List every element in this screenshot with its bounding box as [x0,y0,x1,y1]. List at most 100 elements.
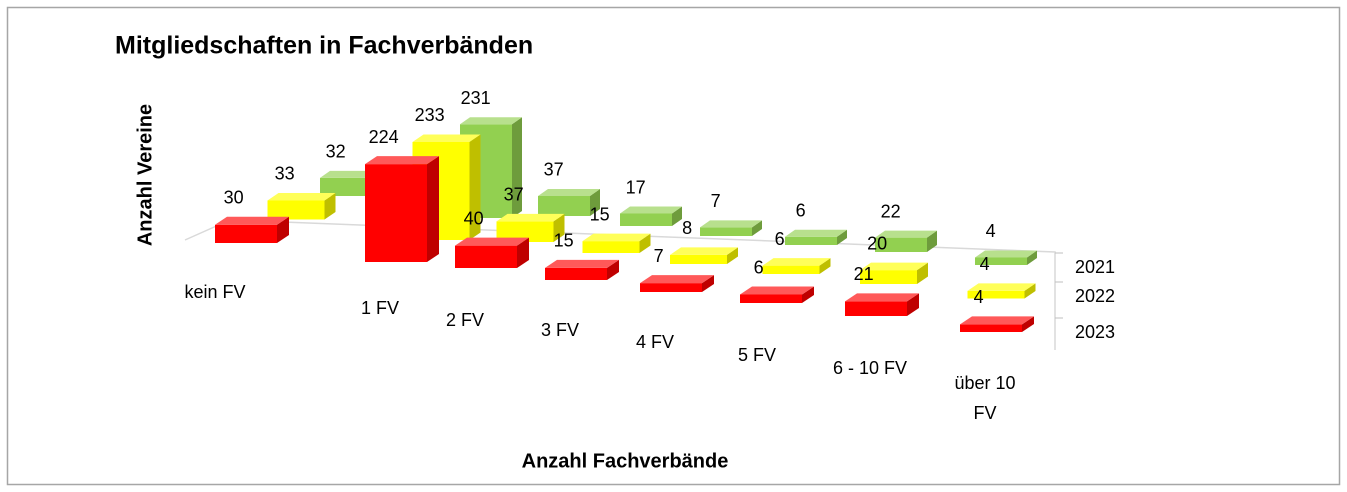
x-tick-label: 3 FV [540,320,579,340]
series-label: 2021 [1075,257,1115,277]
bar-top [785,229,847,237]
bar-top [620,206,682,214]
bar-front [496,221,554,242]
bar-front [845,301,907,316]
value-label: 233 [415,105,445,125]
bar-front [365,164,427,262]
bar [215,216,289,243]
bar-front [215,224,277,243]
bar [455,237,529,268]
bar-side [277,216,289,243]
x-tick-label: über 10 FV [954,373,1016,423]
bar [496,213,565,242]
bar-top [975,250,1037,258]
bar-front [860,270,917,284]
bar-side [802,286,814,303]
bar [538,188,600,216]
bar [785,229,847,245]
bar-top [700,220,762,228]
bar-side [469,134,481,240]
bar-side [512,117,522,218]
value-label: 15 [554,231,574,251]
bar-side [819,258,831,274]
x-tick-label: 5 FV [737,345,776,365]
bar-top [365,156,439,165]
bar [740,286,814,303]
value-label: 32 [326,142,346,162]
bar-front [875,237,927,252]
value-label: 30 [224,187,244,207]
bar-top [740,286,814,295]
bar-top [455,237,529,246]
bar-front [960,324,1022,332]
value-label: 20 [867,233,887,253]
bar-top [960,316,1034,325]
bar-top [538,188,600,196]
bar-side [917,262,928,284]
bar-top [762,258,831,266]
value-label: 33 [275,164,295,184]
bar-front [267,200,325,220]
bar-side [752,220,762,236]
bar-side [324,192,336,220]
bar [365,156,439,262]
x-tick-label: 6 - 10 FV [832,358,908,378]
bar-side [727,247,738,264]
bar-top [460,117,522,125]
value-label: 6 [796,200,806,220]
bar-top [670,247,738,255]
bar-side [427,156,439,262]
value-label: 6 [754,257,764,277]
value-label: 4 [980,254,990,274]
x-axis-title: Anzahl Fachverbände [522,450,729,472]
bar-side [672,206,682,226]
bar [967,283,1036,299]
bar-top [640,275,714,284]
bar-front [670,254,727,264]
bar-front [320,177,372,196]
bar-top [845,293,919,302]
value-label: 4 [974,287,984,307]
bar-side [607,259,619,280]
bar [620,206,682,226]
bar-front [620,213,672,226]
value-label: 6 [775,229,785,249]
bar [700,220,762,236]
value-label: 37 [504,185,524,205]
bar-top [496,213,565,222]
bar [762,258,831,274]
bar-side [907,293,919,316]
bar-top [412,134,481,142]
bar-top [545,259,619,268]
bar [860,262,928,284]
bar-top [267,192,336,201]
bar [975,250,1037,265]
bar-side [590,188,600,216]
value-label: 17 [626,177,646,197]
bar [670,247,738,264]
value-label: 21 [854,264,874,284]
bar-front [582,241,640,253]
bar-top [875,230,937,238]
bar [267,192,336,220]
bar-front [455,245,517,268]
value-label: 7 [711,191,721,211]
bar [640,275,714,292]
series-label: 2023 [1075,322,1115,342]
chart-title: Mitgliedschaften in Fachverbänden [115,32,533,60]
value-label: 40 [464,208,484,228]
bar-side [517,237,529,268]
value-label: 37 [544,160,564,180]
y-axis-title: Anzahl Vereine [134,104,156,246]
bar-front [967,290,1025,299]
bar-side [837,229,847,245]
value-label: 22 [881,201,901,221]
x-tick-label: 2 FV [445,310,484,330]
bar-top [582,233,651,242]
x-tick-label: 4 FV [635,332,674,352]
bar-front [538,195,590,216]
value-label: 7 [654,246,664,266]
x-tick-label: kein FV [184,282,246,302]
